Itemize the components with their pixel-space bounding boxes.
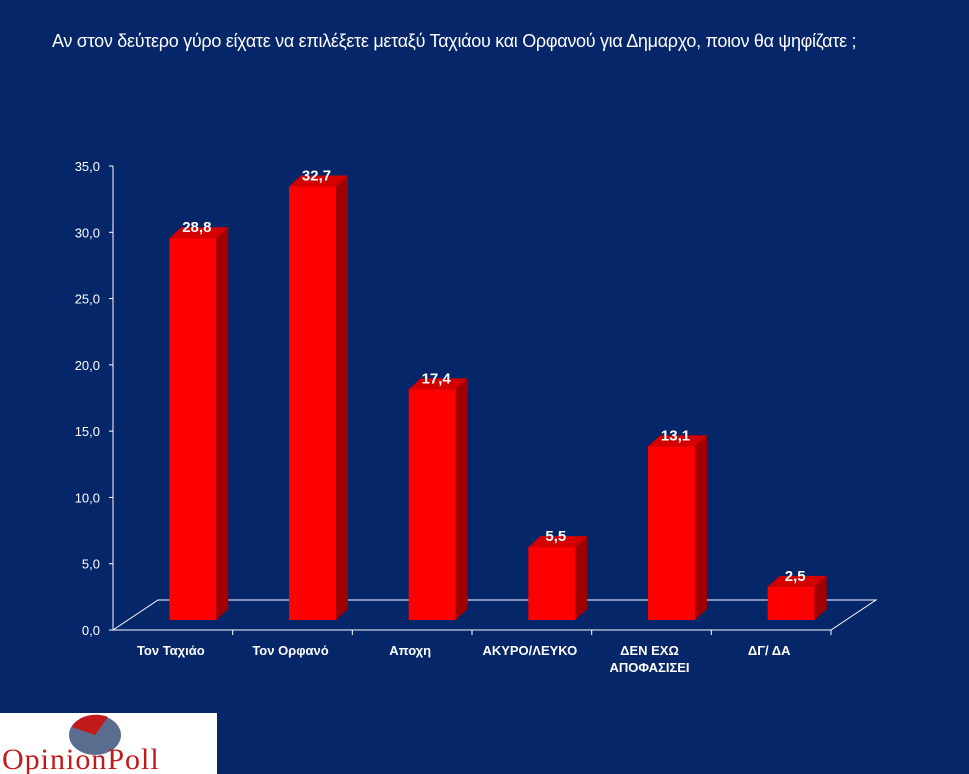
- x-tick-label: ΔΕΝ ΕΧΩ: [620, 643, 679, 658]
- data-label: 2,5: [785, 568, 806, 585]
- y-tick-label: 35,0: [75, 159, 100, 174]
- data-label: 13,1: [661, 427, 690, 444]
- x-tick-label: Τον Ταχιάο: [137, 643, 205, 658]
- opinion-poll-logo: OpinionPoll: [0, 713, 217, 774]
- y-tick-label: 15,0: [75, 424, 100, 439]
- bar-side: [216, 227, 229, 621]
- data-label: 17,4: [422, 370, 452, 387]
- bar: [289, 186, 336, 620]
- bar-top: [169, 227, 229, 239]
- x-tick-label: Τον Ορφανό: [252, 643, 328, 658]
- bar: [648, 446, 695, 620]
- bar-top: [289, 175, 348, 187]
- x-tick-label: ΔΓ/ ΔΑ: [748, 643, 791, 658]
- bar: [767, 586, 815, 620]
- bar: [528, 547, 576, 620]
- bar-top: [767, 575, 827, 587]
- bar-top: [408, 378, 468, 390]
- bar-top: [648, 435, 707, 447]
- bar-side: [455, 378, 468, 620]
- y-tick-label: 25,0: [75, 292, 100, 307]
- y-tick-label: 20,0: [75, 358, 100, 373]
- bar-side: [695, 435, 707, 620]
- y-tick-label: 30,0: [75, 225, 100, 240]
- x-tick-label: Αποχη: [389, 643, 431, 658]
- bar: [169, 238, 217, 621]
- bar-side: [814, 575, 827, 620]
- x-tick-label: ΑΠΟΦΑΣΙΣΕΙ: [609, 660, 689, 675]
- data-label: 5,5: [545, 528, 566, 545]
- y-tick-label: 0,0: [82, 623, 100, 638]
- logo-text: OpinionPoll: [2, 743, 160, 774]
- x-tick-label: ΑΚΥΡΟ/ΛΕΥΚΟ: [482, 643, 577, 658]
- bar-side: [336, 175, 348, 620]
- data-label: 28,8: [182, 219, 211, 236]
- bar-top: [528, 536, 588, 548]
- bar: [408, 389, 456, 620]
- chart-title: Αν στον δεύτερο γύρο είχατε να επιλέξετε…: [52, 31, 857, 51]
- logo-globe-icon: [69, 714, 121, 755]
- y-tick-label: 10,0: [75, 490, 100, 505]
- y-tick-label: 5,0: [82, 557, 100, 572]
- bar-side: [575, 536, 588, 620]
- data-label: 32,7: [302, 167, 331, 184]
